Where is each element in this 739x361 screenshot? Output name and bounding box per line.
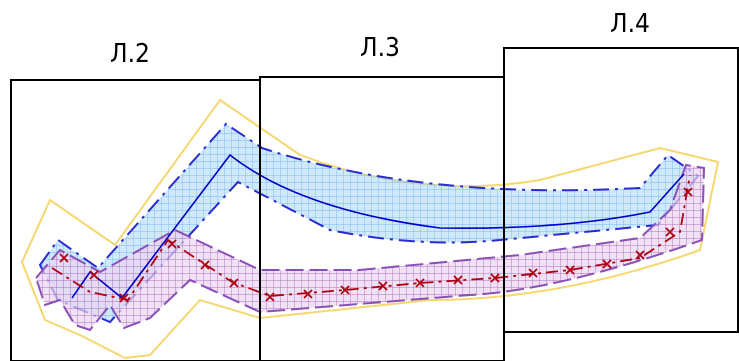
route-marker [167,239,177,249]
route-marker [453,275,463,285]
route-marker [665,227,675,237]
red-route-line [51,174,691,302]
route-marker [683,187,693,197]
blue-centerline [71,153,685,300]
route-marker [340,285,350,295]
route-marker [89,270,99,280]
route-marker [265,292,275,302]
sheet-frame-4 [503,47,739,333]
blue-zone [38,122,700,324]
route-marker [602,259,612,269]
route-markers [59,187,693,303]
route-marker [635,250,645,260]
route-marker [415,278,425,288]
route-marker [528,268,538,278]
route-marker [200,260,210,270]
route-marker [565,265,575,275]
route-marker [378,281,388,291]
route-marker [59,253,69,263]
sheet-label-3: Л.3 [360,33,400,63]
route-marker [490,273,500,283]
route-marker [119,293,129,303]
route-marker [229,278,239,288]
sheet-label-4: Л.4 [610,9,650,39]
sheet-label-2: Л.2 [110,39,150,69]
route-marker [303,289,313,299]
